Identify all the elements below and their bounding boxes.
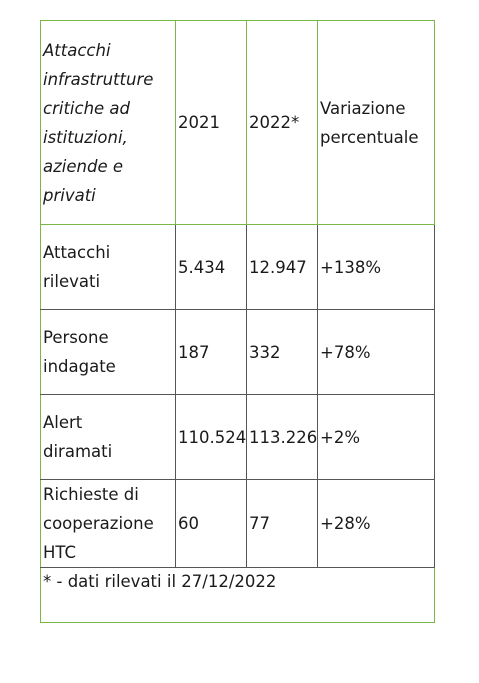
header-change-line: Variazione	[320, 98, 406, 118]
value-change: +138%	[317, 224, 435, 310]
row-label: Attacchi rilevati	[40, 224, 176, 310]
row-label-line: Persone	[43, 328, 109, 347]
row-label-line: Alert	[43, 413, 83, 432]
table-row-alert: Alert diramati 110.524 113.226 +2%	[40, 394, 435, 480]
header-title-cell: Attacchi infrastrutture critiche ad isti…	[40, 20, 176, 225]
row-label-line: indagate	[43, 357, 116, 376]
footnote: * - dati rilevati il 27/12/2022	[40, 567, 435, 623]
header-change: Variazione percentuale	[317, 20, 435, 225]
header-2021: 2021	[175, 20, 247, 225]
value-2022: 77	[246, 479, 318, 568]
row-label-line: rilevati	[43, 272, 101, 291]
header-title-line: infrastrutture	[43, 69, 154, 89]
header-title-line: critiche ad	[43, 98, 131, 118]
value-2022: 12.947	[246, 224, 318, 310]
header-title-line: istituzioni,	[43, 127, 128, 147]
value-2021: 187	[175, 309, 247, 395]
row-label-line: HTC	[43, 543, 77, 562]
value-change: +2%	[317, 394, 435, 480]
row-label: Richieste di cooperazione HTC	[40, 479, 176, 568]
statistics-table-container: Attacchi infrastrutture critiche ad isti…	[40, 20, 435, 623]
table-header-row: Attacchi infrastrutture critiche ad isti…	[40, 20, 435, 225]
cyber-attacks-table: Attacchi infrastrutture critiche ad isti…	[40, 20, 435, 623]
value-change: +28%	[317, 479, 435, 568]
row-label-line: Attacchi	[43, 243, 111, 262]
value-2021: 60	[175, 479, 247, 568]
header-title-line: aziende e	[43, 156, 123, 176]
table-row-richieste: Richieste di cooperazione HTC 60 77 +28%	[40, 479, 435, 568]
table-row-persone: Persone indagate 187 332 +78%	[40, 309, 435, 395]
value-2021: 110.524	[175, 394, 247, 480]
header-change-line: percentuale	[320, 127, 419, 147]
value-2021: 5.434	[175, 224, 247, 310]
header-title-line: Attacchi	[43, 40, 111, 60]
row-label-line: Richieste di	[43, 485, 139, 504]
table-row-attacchi: Attacchi rilevati 5.434 12.947 +138%	[40, 224, 435, 310]
table-footnote-row: * - dati rilevati il 27/12/2022	[40, 567, 435, 623]
value-2022: 113.226	[246, 394, 318, 480]
row-label: Alert diramati	[40, 394, 176, 480]
value-2022: 332	[246, 309, 318, 395]
header-title-line: privati	[43, 185, 96, 205]
value-change: +78%	[317, 309, 435, 395]
row-label: Persone indagate	[40, 309, 176, 395]
header-2022: 2022*	[246, 20, 318, 225]
row-label-line: cooperazione	[43, 514, 154, 533]
row-label-line: diramati	[43, 442, 113, 461]
